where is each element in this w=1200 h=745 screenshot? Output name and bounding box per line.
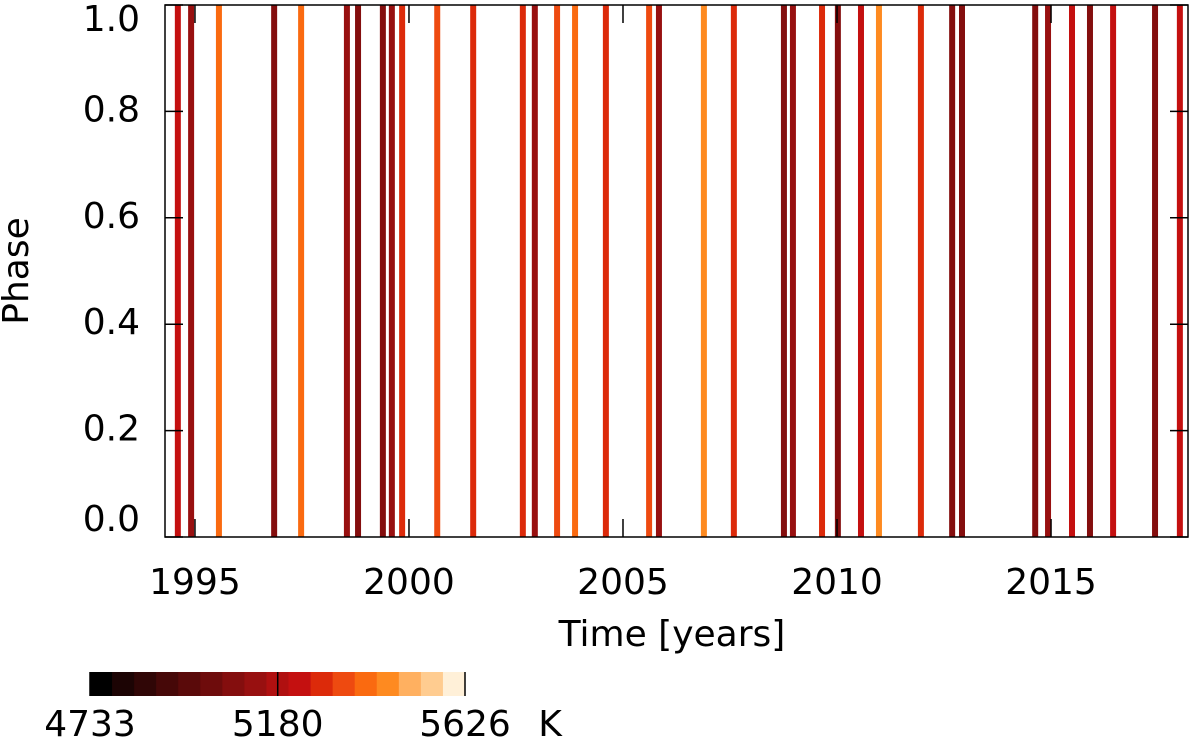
x-tick-label: 2015 bbox=[1005, 562, 1097, 603]
colorbar-cell bbox=[354, 672, 378, 696]
stripe bbox=[388, 5, 395, 537]
colorbar-cell bbox=[112, 672, 135, 696]
stripe bbox=[1110, 5, 1117, 537]
colorbar-cell bbox=[288, 672, 312, 696]
stripe bbox=[730, 5, 737, 537]
stripe bbox=[875, 5, 882, 537]
stripe bbox=[780, 5, 787, 537]
colorbar-cell bbox=[134, 672, 157, 696]
colorbar-cell bbox=[332, 672, 356, 696]
x-tick-label: 2010 bbox=[791, 562, 883, 603]
colorbar-cell bbox=[420, 672, 444, 696]
stripe bbox=[215, 5, 222, 537]
stripe bbox=[819, 5, 826, 537]
stripe bbox=[531, 5, 538, 537]
stripe bbox=[700, 5, 707, 537]
colorbar-cell bbox=[398, 672, 422, 696]
stripe bbox=[1069, 5, 1076, 537]
stripe bbox=[958, 5, 965, 537]
y-axis-label: Phase bbox=[0, 217, 37, 325]
x-tick-label: 2005 bbox=[577, 562, 669, 603]
stripe bbox=[572, 5, 579, 537]
colorbar-cell bbox=[222, 672, 245, 696]
stripe bbox=[857, 5, 864, 537]
x-tick-label: 1995 bbox=[149, 562, 241, 603]
stripe bbox=[646, 5, 653, 537]
stripe bbox=[1176, 5, 1183, 537]
stripe bbox=[298, 5, 305, 537]
stripe bbox=[174, 5, 181, 537]
stripe bbox=[399, 5, 406, 537]
stripe bbox=[602, 5, 609, 537]
stripe bbox=[1086, 5, 1093, 537]
colorbar-tick-label: 5180 bbox=[232, 704, 324, 745]
stripe bbox=[343, 5, 350, 537]
stripe bbox=[655, 5, 662, 537]
stripe bbox=[434, 5, 441, 537]
stripe bbox=[1032, 5, 1039, 537]
colorbar-cell bbox=[310, 672, 334, 696]
stripe bbox=[271, 5, 278, 537]
stripe bbox=[834, 5, 841, 537]
y-tick-label: 0.0 bbox=[83, 499, 140, 540]
y-tick-label: 0.6 bbox=[83, 196, 140, 237]
colorbar-cell bbox=[200, 672, 223, 696]
stripe bbox=[470, 5, 477, 537]
x-tick-label: 2000 bbox=[363, 562, 455, 603]
plot-frame bbox=[164, 4, 1189, 538]
y-tick-label: 1.0 bbox=[83, 0, 140, 40]
colorbar-cell bbox=[244, 672, 267, 696]
stripe bbox=[1045, 5, 1052, 537]
colorbar-cell bbox=[156, 672, 179, 696]
stripe bbox=[519, 5, 526, 537]
stripe bbox=[355, 5, 362, 537]
colorbar-cell bbox=[178, 672, 201, 696]
colorbar-tick-label: 5626 bbox=[419, 704, 511, 745]
colorbar-cell bbox=[90, 672, 113, 696]
stripe bbox=[949, 5, 956, 537]
stripe bbox=[1152, 5, 1159, 537]
colorbar-cell bbox=[376, 672, 400, 696]
colorbar-cell bbox=[442, 672, 466, 696]
colorbar-unit: K bbox=[538, 704, 563, 745]
stripe bbox=[554, 5, 561, 537]
colorbar-tick-label: 4733 bbox=[44, 704, 136, 745]
y-tick-label: 0.2 bbox=[83, 409, 140, 450]
y-tick-label: 0.8 bbox=[83, 89, 140, 130]
stripe bbox=[188, 5, 195, 537]
stripe bbox=[379, 5, 386, 537]
stripe bbox=[789, 5, 796, 537]
x-axis-label: Time [years] bbox=[558, 614, 786, 655]
stripe bbox=[917, 5, 924, 537]
y-tick-label: 0.4 bbox=[83, 302, 140, 343]
